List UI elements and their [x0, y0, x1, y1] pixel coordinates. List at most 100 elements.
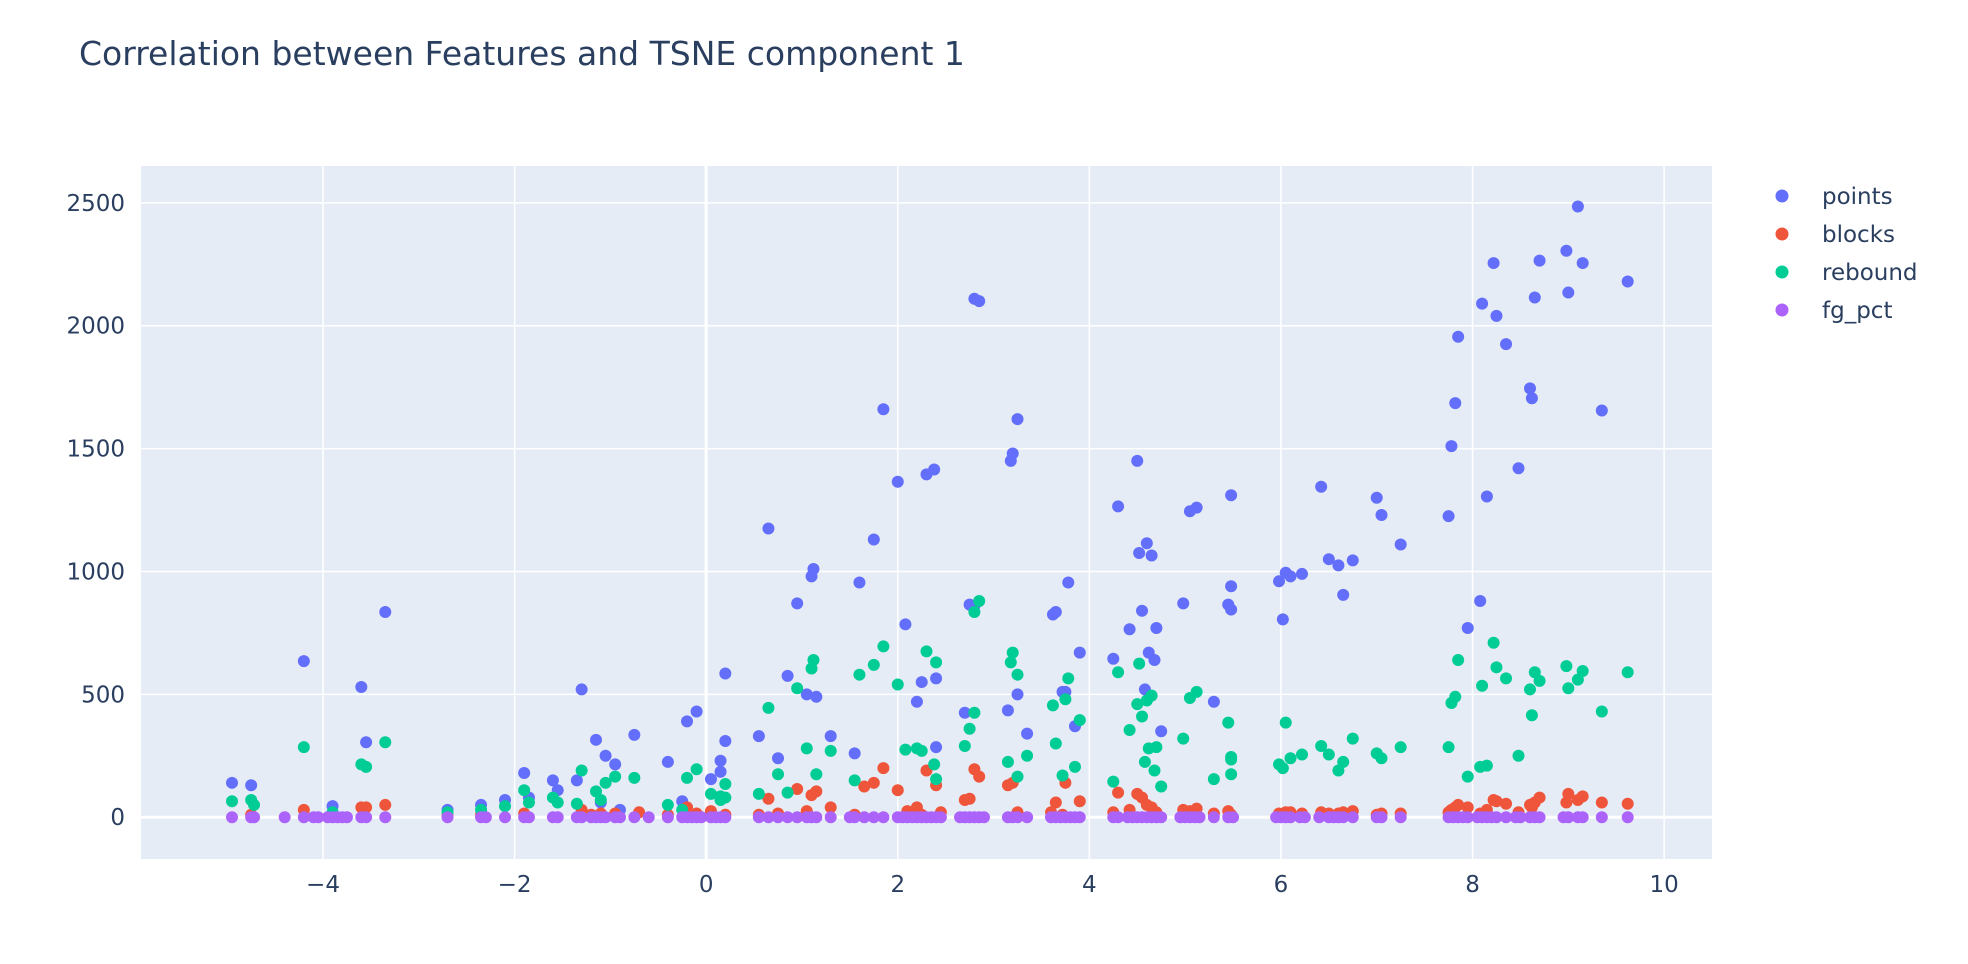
data-point — [704, 787, 717, 800]
data-point — [1284, 811, 1297, 824]
data-point — [690, 763, 703, 776]
data-point — [1155, 811, 1168, 824]
data-point — [930, 656, 943, 669]
data-point — [1073, 811, 1086, 824]
data-point — [1021, 811, 1034, 824]
data-point — [1177, 597, 1190, 610]
data-point — [899, 743, 912, 756]
y-tick-label: 1000 — [66, 559, 125, 585]
data-point — [810, 768, 823, 781]
legend-item-rebound[interactable]: rebound — [1775, 260, 1918, 286]
data-point — [1006, 646, 1019, 659]
data-point — [297, 655, 310, 668]
data-point — [226, 776, 239, 789]
data-point — [1001, 704, 1014, 717]
data-point — [499, 800, 512, 813]
data-point — [1562, 811, 1575, 824]
data-point — [810, 811, 823, 824]
data-point — [1533, 254, 1546, 267]
data-point — [1225, 753, 1238, 766]
data-point — [853, 668, 866, 681]
data-point — [379, 811, 392, 824]
data-point — [551, 796, 564, 809]
data-point — [1525, 709, 1538, 722]
data-point — [1145, 689, 1158, 702]
data-point — [1155, 725, 1168, 738]
data-point — [1284, 752, 1297, 765]
data-point — [1576, 665, 1589, 678]
data-point — [1500, 797, 1513, 810]
data-point — [1375, 811, 1388, 824]
data-point — [1346, 811, 1359, 824]
data-point — [1452, 653, 1465, 666]
data-point — [1525, 392, 1538, 405]
data-point — [1296, 567, 1309, 580]
data-point — [1560, 244, 1573, 257]
data-point — [752, 787, 765, 800]
data-point — [1595, 404, 1608, 417]
data-point — [1474, 594, 1487, 607]
data-point — [714, 765, 727, 778]
data-point — [1445, 440, 1458, 453]
x-tick-label: 2 — [890, 872, 905, 898]
data-point — [824, 730, 837, 743]
data-point — [958, 739, 971, 752]
data-point — [1112, 786, 1125, 799]
data-point — [1442, 510, 1455, 523]
data-point — [877, 403, 890, 416]
data-point — [1225, 580, 1238, 593]
data-point — [1487, 636, 1500, 649]
data-point — [1150, 622, 1163, 634]
data-point — [973, 770, 986, 783]
data-point — [1112, 500, 1125, 513]
legend-marker-icon — [1775, 265, 1789, 279]
data-point — [1073, 714, 1086, 727]
legend-item-blocks[interactable]: blocks — [1775, 222, 1896, 248]
data-point — [800, 688, 813, 701]
data-point — [1049, 796, 1062, 809]
data-point — [867, 811, 880, 824]
data-point — [1576, 790, 1589, 803]
data-point — [810, 785, 823, 798]
data-point — [1276, 613, 1289, 626]
data-point — [1375, 508, 1388, 521]
data-point — [772, 811, 785, 824]
data-point — [752, 811, 765, 824]
data-point — [1480, 490, 1493, 503]
data-point — [518, 784, 531, 797]
data-point — [1315, 739, 1328, 752]
plot-area — [141, 166, 1712, 859]
y-tick-label: 2000 — [66, 314, 125, 340]
data-point — [1490, 795, 1503, 808]
data-point — [1131, 454, 1144, 467]
data-point — [1148, 764, 1161, 777]
data-point — [791, 811, 804, 824]
legend-item-points[interactable]: points — [1775, 184, 1893, 210]
data-point — [628, 811, 641, 824]
y-tick-label: 500 — [81, 682, 125, 708]
legend-item-fg-pct[interactable]: fg_pct — [1775, 298, 1893, 324]
data-point — [891, 678, 904, 691]
data-point — [1062, 576, 1075, 589]
data-point — [704, 773, 717, 786]
data-point — [719, 735, 732, 748]
data-point — [1576, 811, 1589, 824]
data-point — [1136, 604, 1149, 617]
x-tick-label: 0 — [699, 872, 714, 898]
data-point — [1449, 397, 1462, 410]
data-point — [762, 522, 775, 535]
data-point — [1461, 811, 1474, 824]
data-point — [1571, 200, 1584, 213]
data-point — [1059, 693, 1072, 706]
data-point — [1222, 716, 1235, 729]
data-point — [248, 798, 261, 811]
data-point — [1346, 554, 1359, 567]
data-point — [858, 780, 871, 793]
data-point — [810, 690, 823, 703]
data-point — [1225, 603, 1238, 616]
legend[interactable]: points blocks rebound fg_pct — [1775, 184, 1918, 324]
data-point — [968, 706, 981, 719]
data-point — [1595, 796, 1608, 809]
data-point — [1562, 787, 1575, 800]
data-point — [522, 796, 535, 809]
